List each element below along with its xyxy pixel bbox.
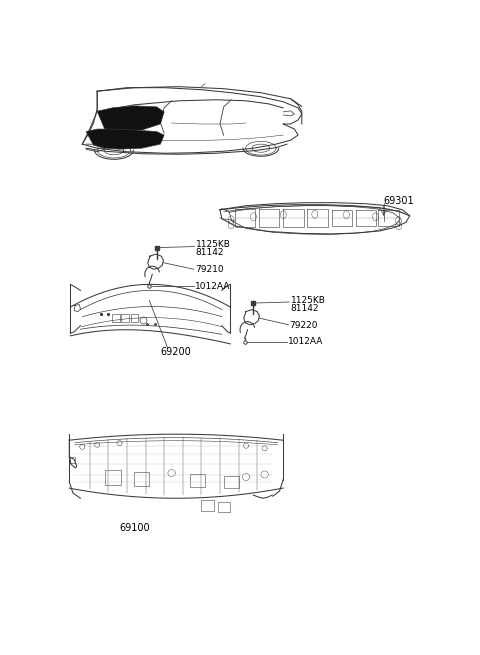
Bar xyxy=(105,470,121,485)
Text: 69100: 69100 xyxy=(120,523,150,533)
Text: 69301: 69301 xyxy=(384,196,414,206)
Bar xyxy=(134,472,149,485)
Bar xyxy=(224,476,239,488)
Text: 79220: 79220 xyxy=(289,321,318,329)
Bar xyxy=(202,500,215,512)
Text: 1012AA: 1012AA xyxy=(288,337,324,346)
Text: 79210: 79210 xyxy=(195,265,224,274)
Text: 81142: 81142 xyxy=(196,248,224,257)
Bar xyxy=(121,314,129,322)
Bar xyxy=(190,474,205,487)
Text: 69200: 69200 xyxy=(160,347,191,357)
Polygon shape xyxy=(97,106,164,131)
Bar xyxy=(112,314,120,322)
Text: 1012AA: 1012AA xyxy=(195,282,231,291)
Bar xyxy=(131,314,138,322)
Bar xyxy=(218,502,230,512)
Polygon shape xyxy=(86,129,164,149)
Text: 81142: 81142 xyxy=(290,303,319,312)
Text: 1125KB: 1125KB xyxy=(290,295,325,305)
Bar xyxy=(71,457,75,463)
Text: 1125KB: 1125KB xyxy=(196,240,231,249)
